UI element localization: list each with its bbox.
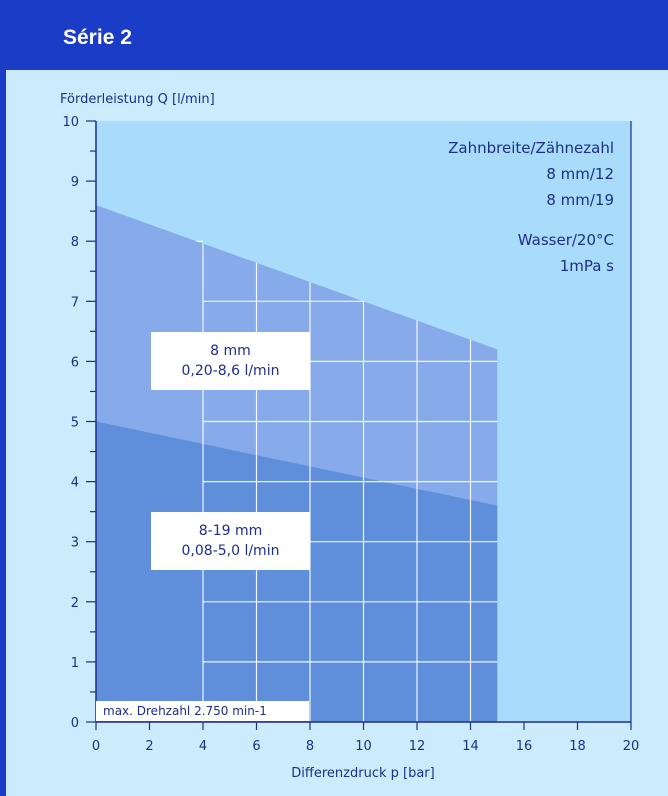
series-8-19mm-name: 8-19 mm (198, 523, 263, 539)
series-8mm-name: 8 mm (210, 343, 251, 359)
series-8-19mm-label-box: 8-19 mm 0,08-5,0 l/min (151, 512, 310, 570)
y-tick-label-8: 8 (71, 235, 79, 250)
x-tick-label-0: 0 (92, 739, 100, 754)
y-tick-label-9: 9 (71, 175, 79, 190)
x-tick-label-12: 12 (409, 739, 426, 754)
axes (86, 120, 632, 730)
series-8mm-range: 0,20-8,6 l/min (181, 363, 280, 379)
area-series-1 (96, 421, 498, 722)
series-8mm-label-box: 8 mm 0,20-8,6 l/min (151, 332, 310, 390)
y-tick-label-0: 0 (71, 716, 79, 731)
max-speed-note: max. Drehzahl 2.750 min-1 (96, 701, 309, 721)
x-tick-label-16: 16 (516, 739, 533, 754)
annotation-viscosity: 1mPa s (560, 257, 614, 275)
x-tick-label-6: 6 (252, 739, 260, 754)
x-tick-label-8: 8 (306, 739, 314, 754)
x-tick-label-2: 2 (145, 739, 153, 754)
y-tick-label-5: 5 (71, 416, 79, 431)
annotation-heading: Zahnbreite/Zähnezahl (448, 139, 614, 157)
x-tick-label-14: 14 (462, 739, 479, 754)
annotation-line2: 8 mm/19 (546, 191, 614, 209)
y-axis-label: Förderleistung Q [l/min] (60, 92, 215, 107)
x-tick-label-20: 20 (623, 739, 640, 754)
x-tick-label-10: 10 (355, 739, 372, 754)
y-tick-label-4: 4 (71, 476, 79, 491)
annotation-line1: 8 mm/12 (546, 165, 614, 183)
y-tick-label-3: 3 (71, 536, 79, 551)
x-tick-label-18: 18 (569, 739, 586, 754)
series-8-19mm-range: 0,08-5,0 l/min (181, 543, 280, 559)
x-axis-label: Differenzdruck p [bar] (291, 766, 434, 781)
y-tick-label-2: 2 (71, 596, 79, 611)
y-tick-label-6: 6 (71, 355, 79, 370)
x-tick-label-4: 4 (199, 739, 207, 754)
y-tick-label-1: 1 (71, 656, 79, 671)
chart-title: Série 2 (63, 26, 132, 49)
annotation-medium: Wasser/20°C (518, 231, 614, 249)
y-tick-label-10: 10 (62, 115, 79, 130)
y-tick-label-7: 7 (71, 295, 79, 310)
